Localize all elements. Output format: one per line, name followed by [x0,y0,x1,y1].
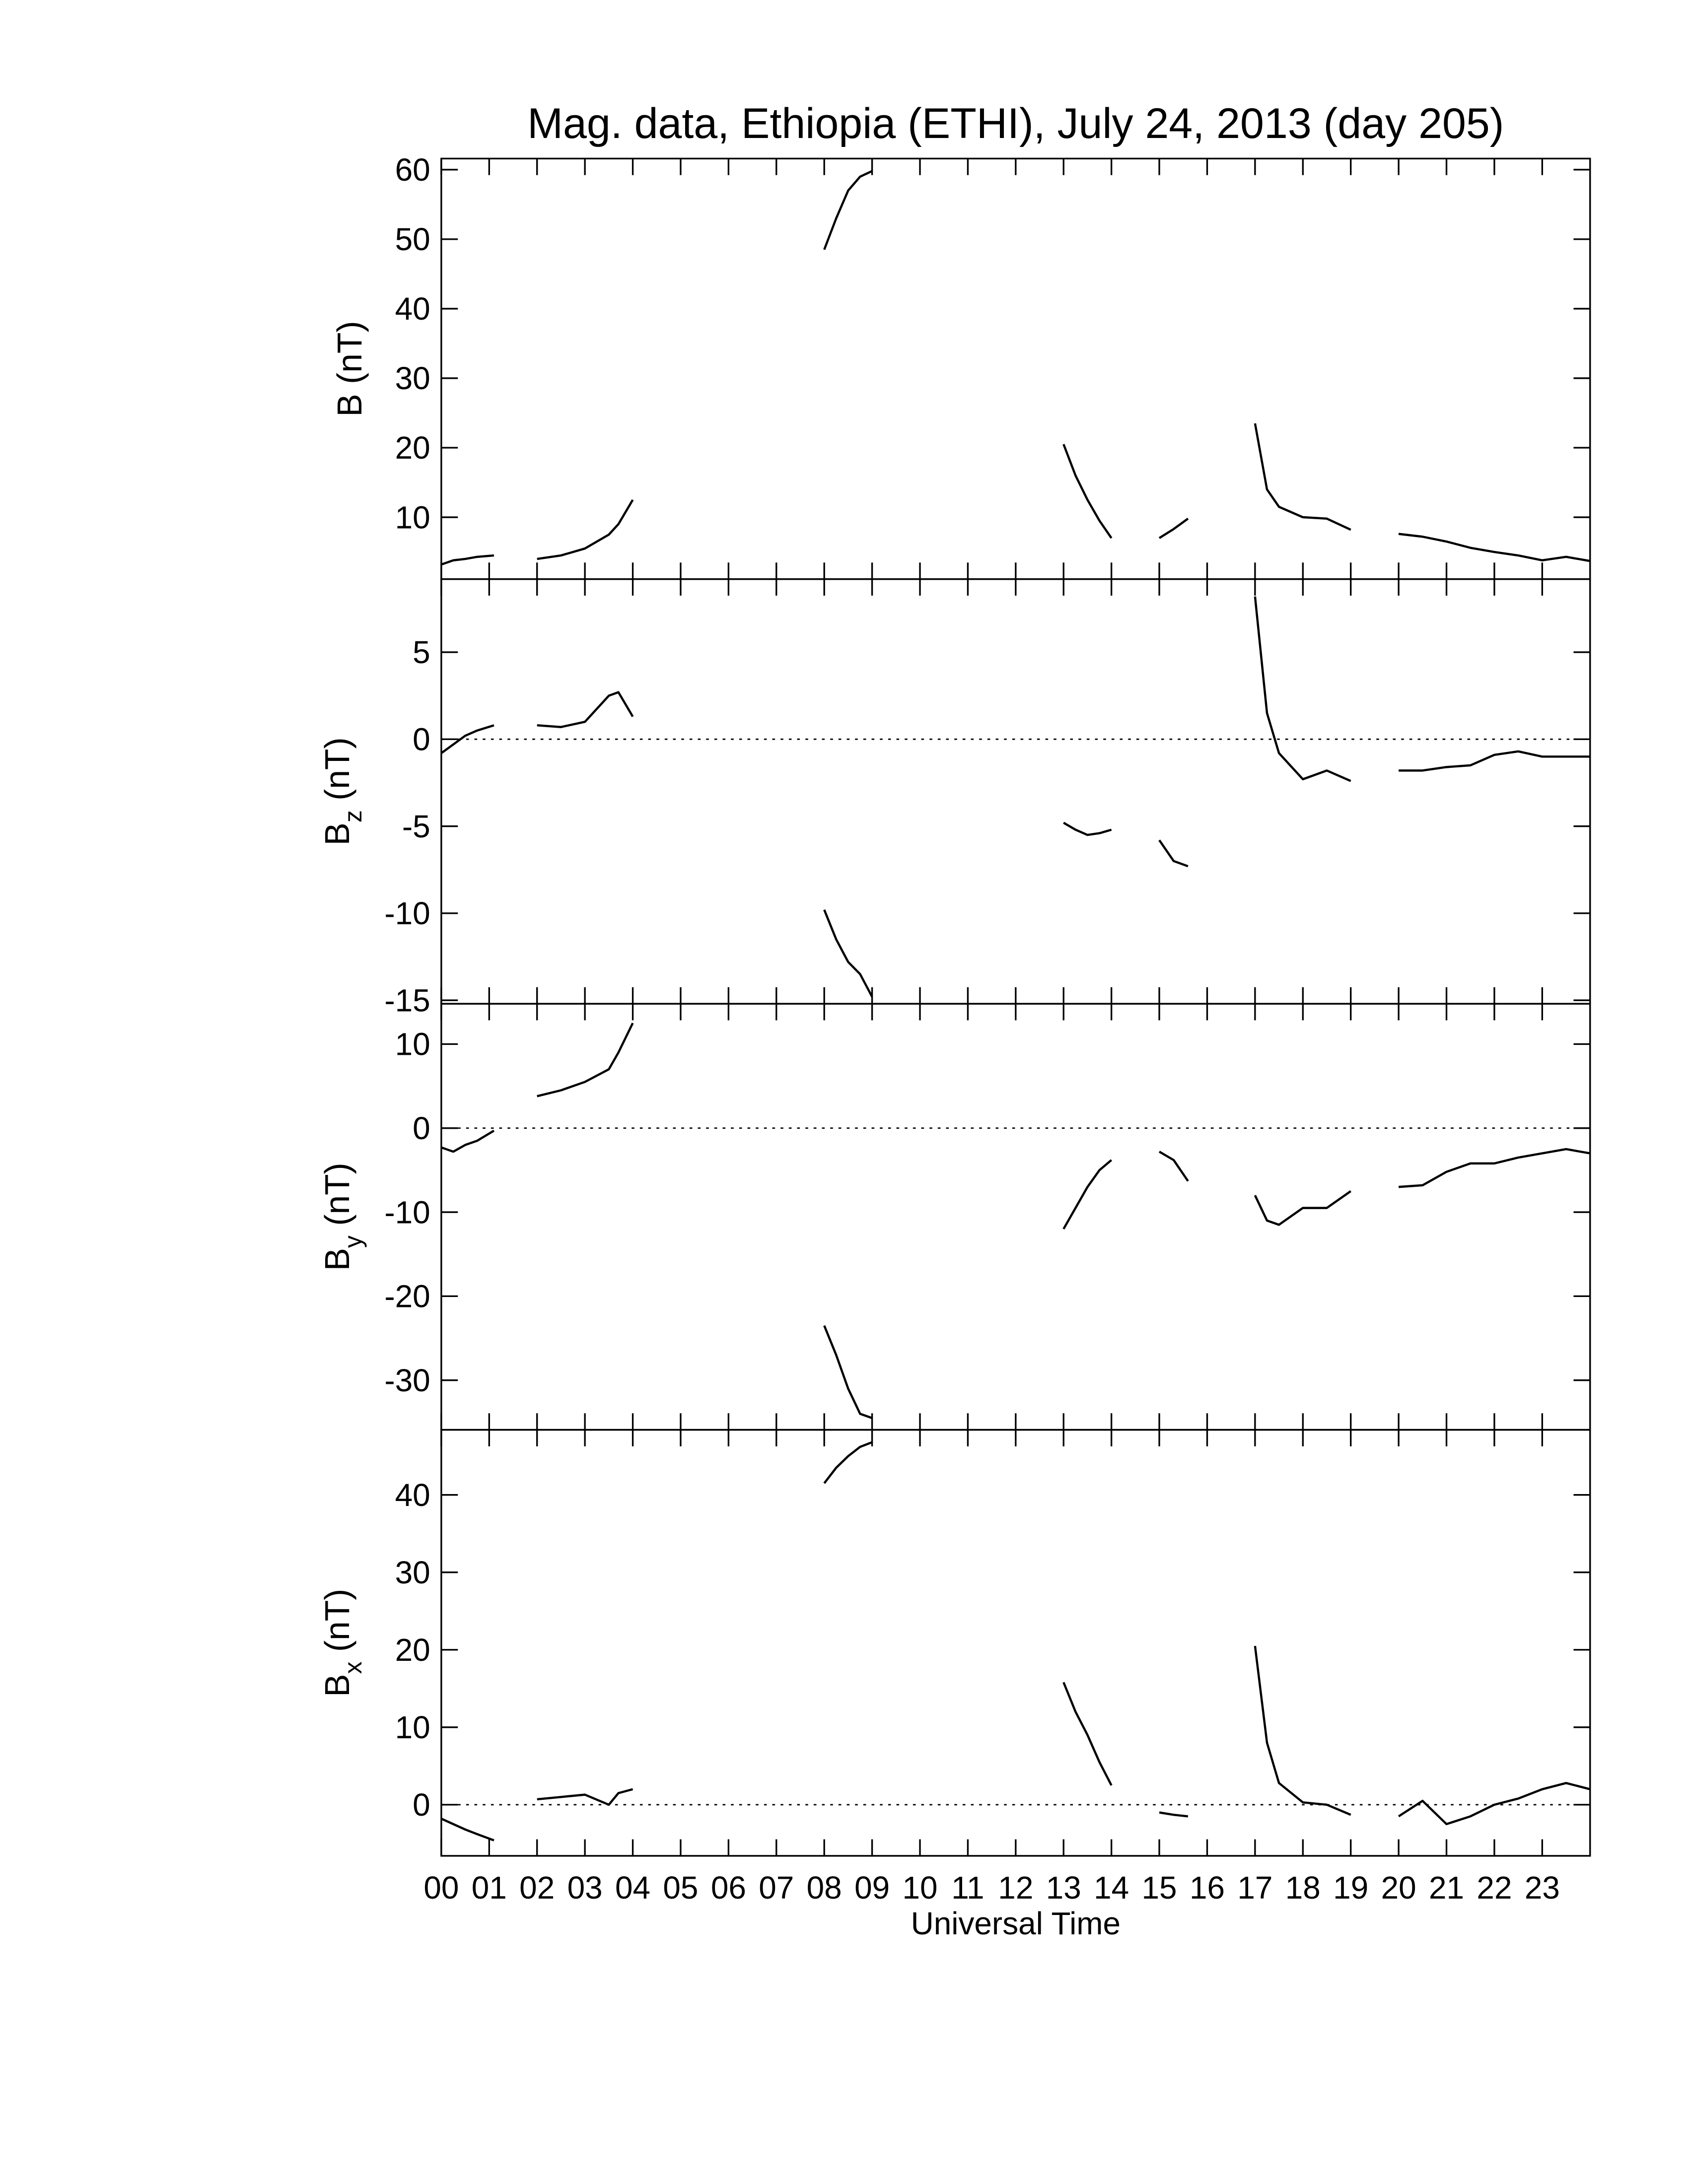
plot-frame [440,1003,1591,1431]
x-tick-label: 16 [1190,1870,1225,1906]
x-tick-label: 08 [807,1870,842,1906]
x-tick-label: 06 [711,1870,746,1906]
y-axis-label: B (nT) [330,321,369,417]
y-tick-label: 60 [395,152,430,188]
data-line [440,596,1590,998]
x-tick-label: 22 [1477,1870,1512,1906]
x-tick-label: 11 [951,1870,984,1906]
y-label-main: B [318,822,356,845]
y-label-unit: (nT) [330,321,369,384]
x-tick-label: 01 [472,1870,507,1906]
plot-frame [440,1429,1591,1857]
y-label-unit: (nT) [318,1162,356,1226]
y-tick-label: 10 [395,1026,430,1062]
y-label-main: B [330,394,369,416]
y-axis-label: Bx (nT) [318,1589,367,1697]
y-tick-label: -15 [384,982,430,1018]
y-tick-label: 0 [413,1787,430,1823]
y-tick-label: 50 [395,221,430,257]
y-tick-label: -10 [384,1194,430,1230]
x-tick-label: 05 [663,1870,698,1906]
x-tick-label: 19 [1333,1870,1368,1906]
y-label-main: B [318,1248,356,1271]
y-tick-label: 40 [395,1477,430,1513]
y-tick-label: -10 [384,895,430,931]
x-tick-label: 13 [1046,1870,1081,1906]
x-tick-label: 04 [615,1870,650,1906]
y-tick-label: 0 [413,1110,430,1146]
y-tick-label: 30 [395,360,430,396]
y-label-subscript: y [339,1235,367,1248]
y-tick-label: -20 [384,1279,430,1314]
y-label-main: B [318,1674,356,1697]
x-tick-label: 20 [1381,1870,1416,1906]
y-label-unit: (nT) [318,737,356,800]
data-line [441,1023,1591,1419]
y-tick-label: 10 [395,499,430,535]
x-tick-label: 07 [759,1870,794,1906]
x-axis-label: Universal Time [911,1906,1121,1941]
x-tick-label: 15 [1142,1870,1177,1906]
x-tick-label: 14 [1094,1870,1129,1906]
x-tick-label: 09 [854,1870,890,1906]
x-tick-label: 17 [1237,1870,1272,1906]
y-axis-label: By (nT) [318,1162,367,1271]
x-tick-label: 12 [998,1870,1033,1906]
y-tick-label: 10 [395,1709,430,1745]
data-line [441,170,1591,566]
y-tick-label: 30 [395,1555,430,1590]
y-label-subscript: x [339,1661,367,1674]
x-tick-label: 00 [423,1870,459,1906]
y-tick-label: 20 [395,430,430,466]
data-line [440,1441,1591,1842]
y-tick-label: 20 [395,1632,430,1668]
plot-frame [440,578,1591,1005]
y-tick-label: 40 [395,291,430,327]
y-axis-label: Bz (nT) [318,737,367,845]
y-tick-label: 0 [413,721,430,757]
x-tick-label: 03 [567,1870,603,1906]
x-tick-label: 10 [902,1870,937,1906]
x-tick-label: 21 [1429,1870,1464,1906]
chart-title: Mag. data, Ethiopia (ETHI), July 24, 201… [527,100,1504,147]
y-tick-label: 5 [413,634,430,670]
x-tick-label: 02 [519,1870,555,1906]
plot-frame [440,157,1591,580]
x-tick-label: 23 [1525,1870,1560,1906]
y-label-unit: (nT) [318,1589,356,1652]
y-tick-label: -30 [384,1363,430,1398]
y-tick-label: -5 [402,809,430,844]
x-tick-label: 18 [1285,1870,1321,1906]
y-label-subscript: z [339,810,367,822]
